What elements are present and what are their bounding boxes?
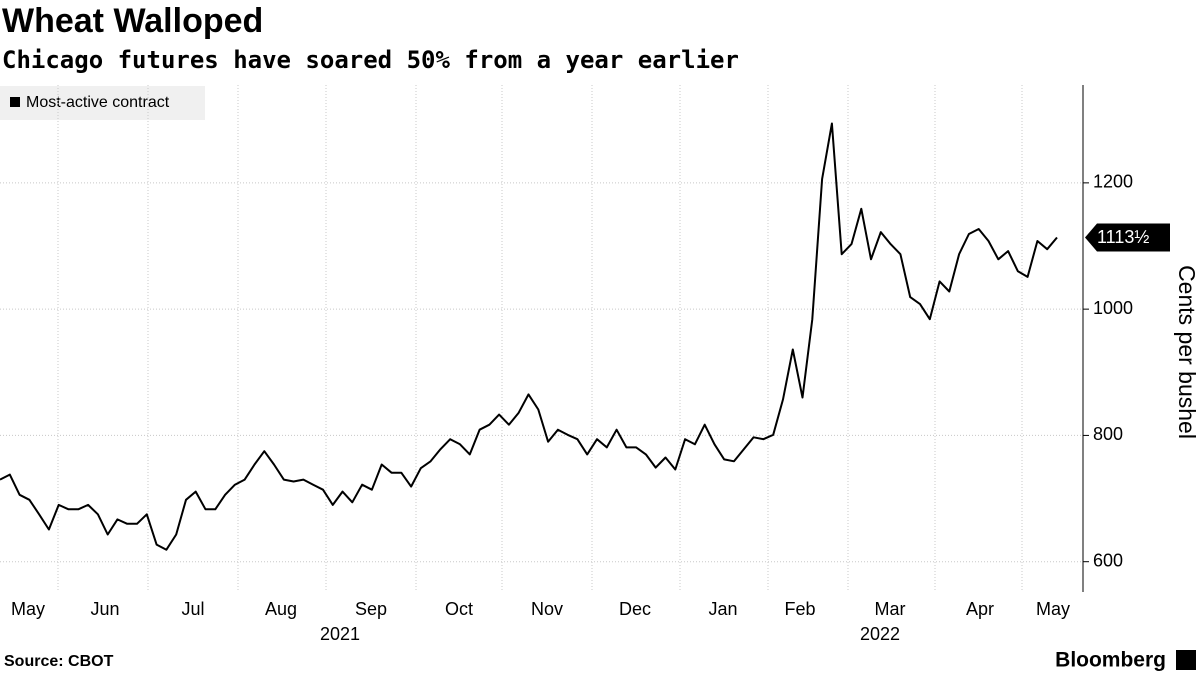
legend-swatch — [10, 97, 20, 107]
y-tick-label: 800 — [1093, 424, 1123, 444]
y-tick-label: 600 — [1093, 550, 1123, 570]
x-tick-label: Sep — [355, 599, 387, 619]
x-tick-label: Feb — [784, 599, 815, 619]
x-tick-label: Aug — [265, 599, 297, 619]
brand: Bloomberg — [1055, 649, 1166, 672]
year-label: 2022 — [860, 624, 900, 644]
x-tick-label: Mar — [875, 599, 906, 619]
x-tick-label: Apr — [966, 599, 994, 619]
chart-subtitle: Chicago futures have soared 50% from a y… — [2, 46, 739, 74]
y-tick-label: 1200 — [1093, 172, 1133, 192]
x-tick-label: May — [11, 599, 45, 619]
chart-title: Wheat Walloped — [2, 2, 263, 40]
x-tick-label: Jul — [181, 599, 204, 619]
legend-box — [0, 86, 205, 120]
x-tick-label: Nov — [531, 599, 563, 619]
year-label: 2021 — [320, 624, 360, 644]
x-tick-label: Oct — [445, 599, 473, 619]
x-tick-label: Dec — [619, 599, 651, 619]
source: Source: CBOT — [4, 653, 114, 670]
y-tick-label: 1000 — [1093, 298, 1133, 318]
y-axis-label: Cents per bushel — [1174, 265, 1200, 439]
x-tick-label: Jan — [708, 599, 737, 619]
x-tick-label: May — [1036, 599, 1070, 619]
legend-label: Most-active contract — [26, 94, 170, 111]
last-value-tag — [1085, 223, 1170, 252]
x-tick-label: Jun — [90, 599, 119, 619]
brand-icon — [1176, 650, 1196, 670]
last-value-label: 1113½ — [1097, 227, 1149, 247]
line — [0, 122, 1058, 551]
